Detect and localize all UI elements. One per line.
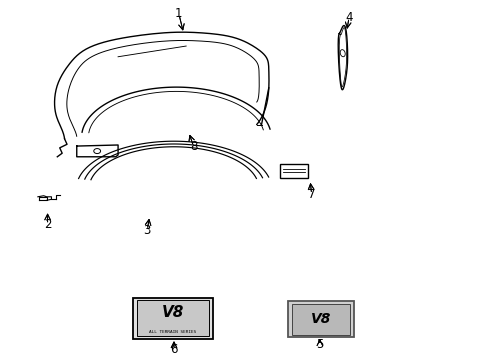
Bar — [279, 164, 307, 178]
Text: V8: V8 — [161, 305, 183, 320]
Text: 3: 3 — [143, 224, 151, 237]
Text: 7: 7 — [307, 188, 315, 201]
Text: 1: 1 — [175, 8, 182, 21]
Text: 2: 2 — [44, 218, 51, 231]
Text: 4: 4 — [345, 11, 352, 24]
Text: ALL TERRAIN SERIES: ALL TERRAIN SERIES — [149, 329, 196, 334]
Bar — [291, 304, 349, 335]
Text: 8: 8 — [189, 140, 197, 153]
Text: 6: 6 — [170, 343, 177, 356]
Bar — [137, 301, 208, 336]
Bar — [287, 301, 353, 337]
Text: V8: V8 — [310, 312, 330, 325]
Bar — [132, 298, 212, 339]
Text: 5: 5 — [316, 338, 323, 351]
